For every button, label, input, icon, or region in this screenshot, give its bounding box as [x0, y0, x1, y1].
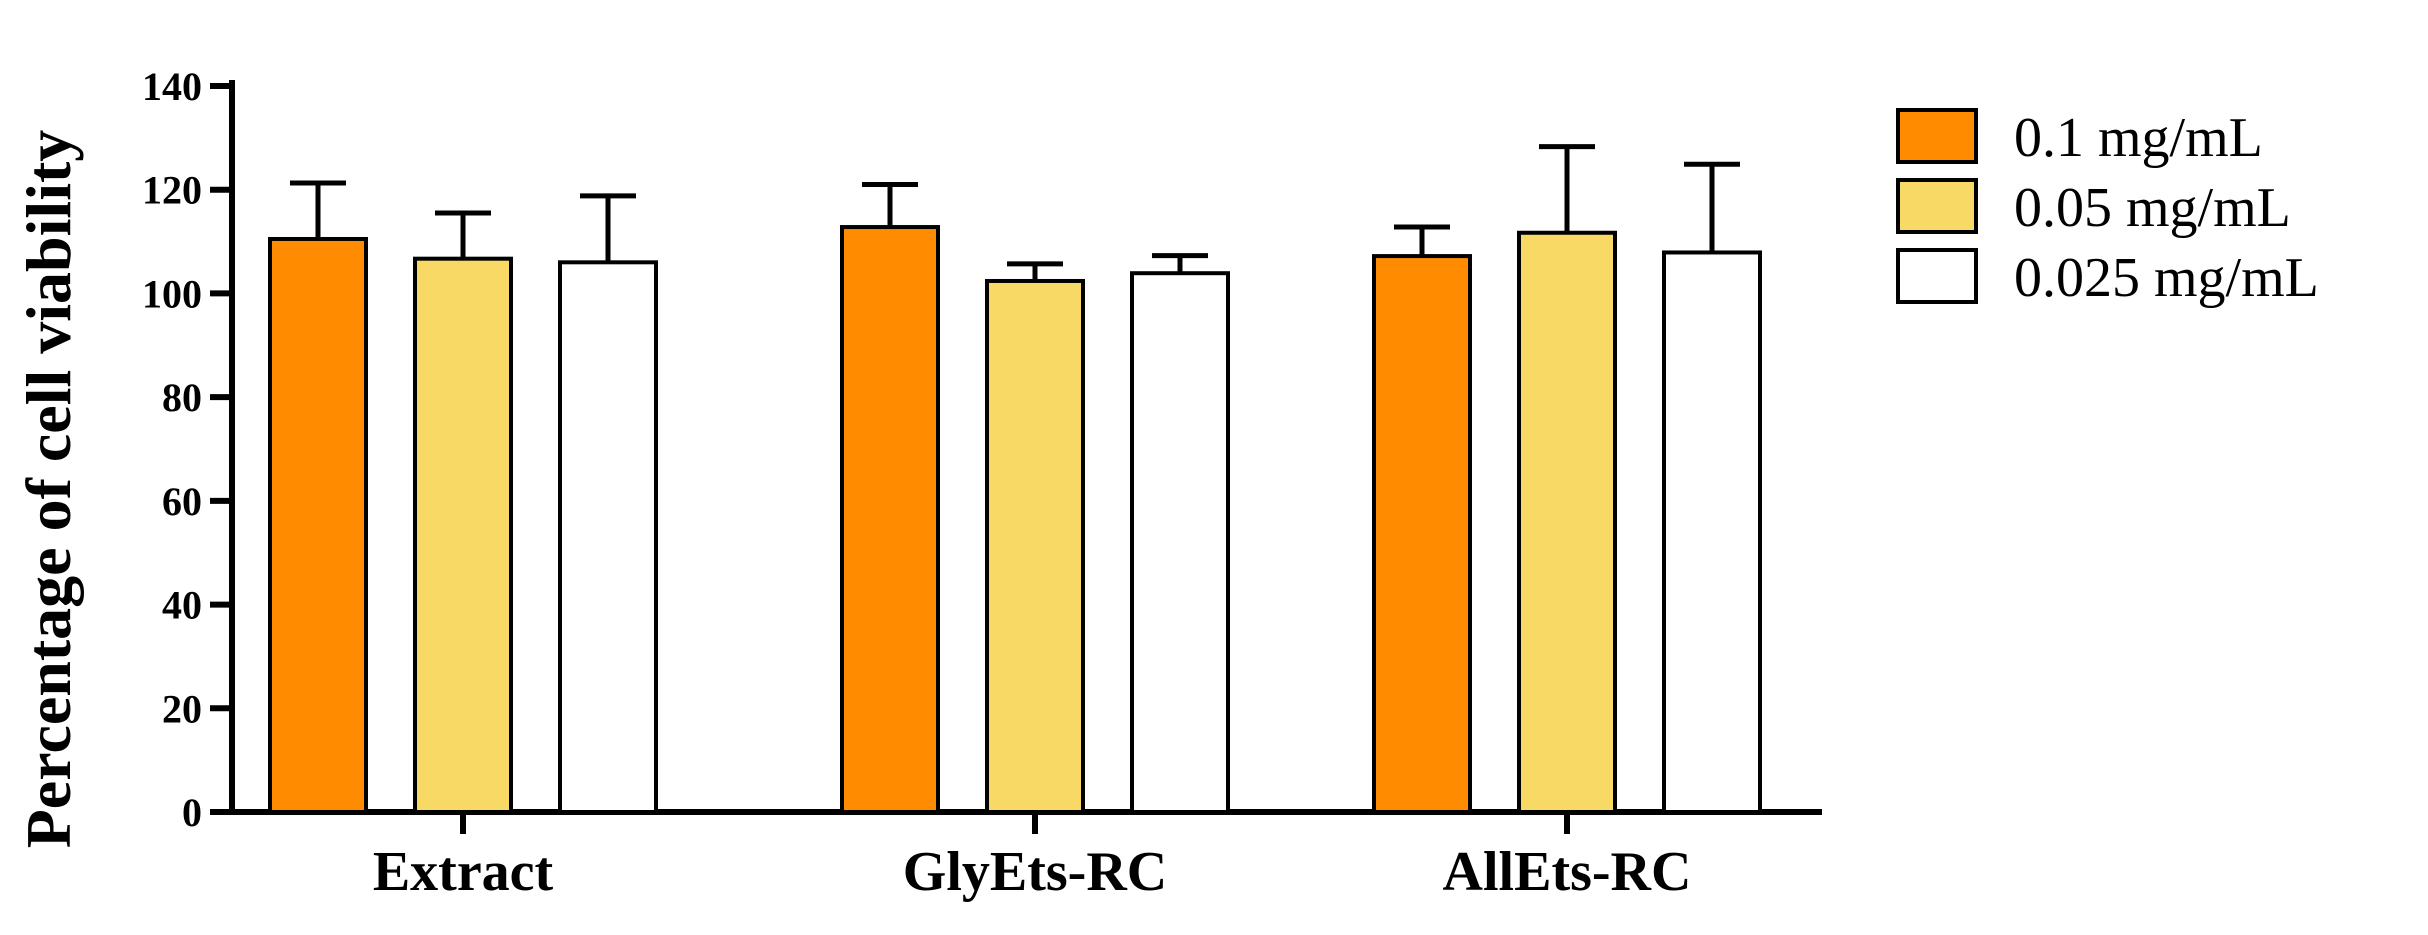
labels: 0 20 40 60 80 100 120 140 Extract GlyEts-RC AllEts… — [13, 64, 1691, 903]
legend-label: 0.025 mg/mL — [2014, 247, 2319, 309]
bar — [1130, 271, 1230, 814]
bar — [840, 225, 940, 814]
y-tick-label: 60 — [162, 479, 202, 524]
y-tick-label: 120 — [142, 168, 202, 213]
legend: 0.1 mg/mL 0.05 mg/mL 0.025 mg/mL — [1896, 107, 2319, 309]
y-tick-label: 0 — [182, 790, 202, 835]
legend-label: 0.1 mg/mL — [2014, 107, 2263, 169]
bar — [1517, 230, 1617, 814]
bar — [413, 256, 513, 815]
legend-swatch — [1896, 248, 1978, 304]
y-tick-label: 20 — [162, 686, 202, 731]
bar — [558, 260, 658, 815]
x-category-label: GlyEts-RC — [903, 841, 1167, 903]
y-tick-label: 80 — [162, 375, 202, 420]
x-category-label: AllEts-RC — [1443, 841, 1692, 903]
bar — [1662, 250, 1762, 814]
bar — [1372, 254, 1472, 814]
y-tick-label: 100 — [142, 271, 202, 316]
error-bars — [290, 144, 1740, 281]
y-tick-label: 40 — [162, 583, 202, 628]
y-axis-title: Percentage of cell viability — [13, 130, 84, 849]
bars — [268, 225, 1762, 815]
bar — [985, 278, 1085, 814]
y-tick-label: 140 — [142, 64, 202, 109]
legend-label: 0.05 mg/mL — [2014, 177, 2291, 239]
legend-swatch — [1896, 178, 1978, 234]
bar — [268, 236, 368, 814]
x-category-label: Extract — [373, 841, 554, 903]
legend-swatch — [1896, 108, 1978, 164]
